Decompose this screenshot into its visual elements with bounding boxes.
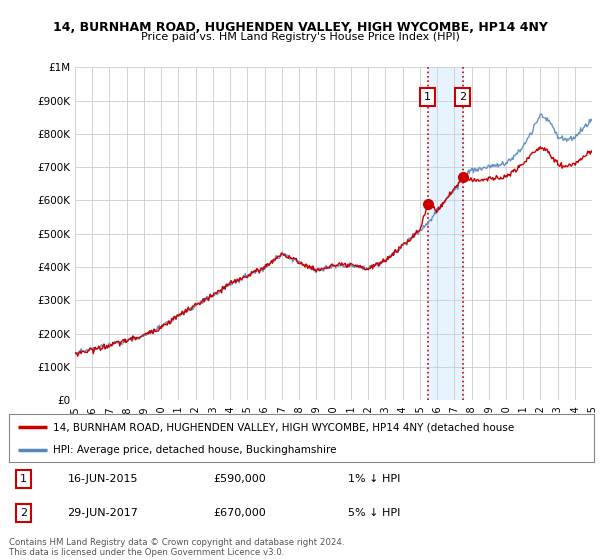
- Text: 2: 2: [459, 92, 466, 102]
- Text: 16-JUN-2015: 16-JUN-2015: [67, 474, 138, 484]
- Text: 2: 2: [20, 508, 27, 518]
- Text: £670,000: £670,000: [214, 508, 266, 518]
- Bar: [428, 67, 463, 400]
- Text: 1: 1: [20, 474, 27, 484]
- Text: Contains HM Land Registry data © Crown copyright and database right 2024.
This d: Contains HM Land Registry data © Crown c…: [9, 538, 344, 557]
- Text: 1: 1: [424, 92, 431, 102]
- Text: 29-JUN-2017: 29-JUN-2017: [67, 508, 139, 518]
- Text: £590,000: £590,000: [214, 474, 266, 484]
- Text: Price paid vs. HM Land Registry's House Price Index (HPI): Price paid vs. HM Land Registry's House …: [140, 32, 460, 43]
- Text: 14, BURNHAM ROAD, HUGHENDEN VALLEY, HIGH WYCOMBE, HP14 4NY (detached house: 14, BURNHAM ROAD, HUGHENDEN VALLEY, HIGH…: [53, 422, 514, 432]
- Text: 1% ↓ HPI: 1% ↓ HPI: [348, 474, 401, 484]
- Text: 14, BURNHAM ROAD, HUGHENDEN VALLEY, HIGH WYCOMBE, HP14 4NY: 14, BURNHAM ROAD, HUGHENDEN VALLEY, HIGH…: [53, 21, 547, 34]
- Text: HPI: Average price, detached house, Buckinghamshire: HPI: Average price, detached house, Buck…: [53, 445, 337, 455]
- Text: 5% ↓ HPI: 5% ↓ HPI: [348, 508, 401, 518]
